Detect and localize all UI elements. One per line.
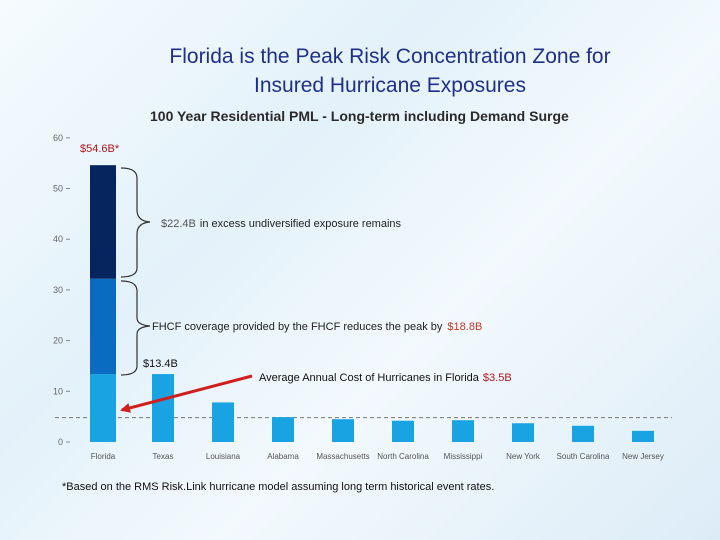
annual-cost-amount: $3.5B: [483, 372, 512, 384]
bar-texas: [152, 374, 174, 442]
fhcf-brace: [120, 280, 151, 376]
bar-new-york: [512, 423, 534, 442]
bar-south-carolina: [572, 425, 594, 442]
bar-florida-segment-1: [90, 374, 116, 442]
x-tick-label: South Carolina: [557, 452, 610, 461]
fhcf-amount: $18.8B: [447, 321, 482, 333]
slide-title-line-2: Insured Hurricane Exposures: [254, 74, 526, 97]
x-tick-label: New York: [506, 452, 541, 461]
x-tick-label: New Jersey: [622, 452, 664, 461]
bar-florida-segment-3: [90, 165, 116, 279]
x-tick-label: Mississippi: [444, 452, 483, 461]
excess-text: in excess undiversified exposure remains: [200, 218, 402, 230]
bar-mississippi: [452, 420, 474, 442]
x-tick-label: Louisiana: [206, 452, 241, 461]
excess-annotation: $22.4B in excess undiversified exposure r…: [161, 218, 402, 230]
x-tick-label: North Carolina: [377, 452, 429, 461]
remaining-value-label: $13.4B: [143, 358, 178, 370]
bar-alabama: [272, 417, 294, 442]
excess-amount: $22.4B: [161, 218, 196, 230]
x-tick-label: Texas: [153, 452, 174, 461]
y-axis: 0 10 20 30 40 50 60: [53, 133, 70, 447]
slide-title: Florida is the Peak Risk Concentration Z…: [60, 42, 720, 100]
peak-value-label: $54.6B*: [80, 143, 120, 155]
annual-cost-arrow: [120, 374, 253, 413]
bars: [90, 165, 654, 442]
y-tick-label: 40: [53, 234, 63, 244]
y-tick-label: 60: [53, 133, 63, 143]
annual-cost-annotation: Average Annual Cost of Hurricanes in Flo…: [259, 372, 512, 384]
bar-new-jersey: [632, 430, 654, 442]
excess-brace: [120, 167, 151, 278]
x-tick-label: Massachusetts: [316, 452, 369, 461]
x-axis-labels: Florida Texas Louisiana Alabama Massachusett…: [91, 452, 664, 461]
bar-florida-segment-2: [90, 278, 116, 375]
fhcf-text: FHCF coverage provided by the FHCF reduc…: [152, 321, 443, 333]
bar-north-carolina: [392, 420, 414, 442]
bar-massachusetts: [332, 419, 354, 442]
slide-title-line-1: Florida is the Peak Risk Concentration Z…: [169, 45, 611, 68]
y-tick-label: 0: [58, 437, 63, 447]
y-tick-label: 30: [53, 285, 63, 295]
chart-title: 100 Year Residential PML - Long-term inc…: [150, 108, 569, 124]
footnote: *Based on the RMS Risk.Link hurricane mo…: [62, 481, 495, 493]
fhcf-annotation: FHCF coverage provided by the FHCF reduc…: [152, 321, 482, 333]
y-tick-label: 10: [53, 386, 63, 396]
x-tick-label: Alabama: [267, 452, 299, 461]
bar-louisiana: [212, 402, 234, 442]
annual-cost-text: Average Annual Cost of Hurricanes in Flo…: [259, 372, 480, 384]
x-tick-label: Florida: [91, 452, 116, 461]
y-tick-label: 50: [53, 184, 63, 194]
y-tick-label: 20: [53, 336, 63, 346]
